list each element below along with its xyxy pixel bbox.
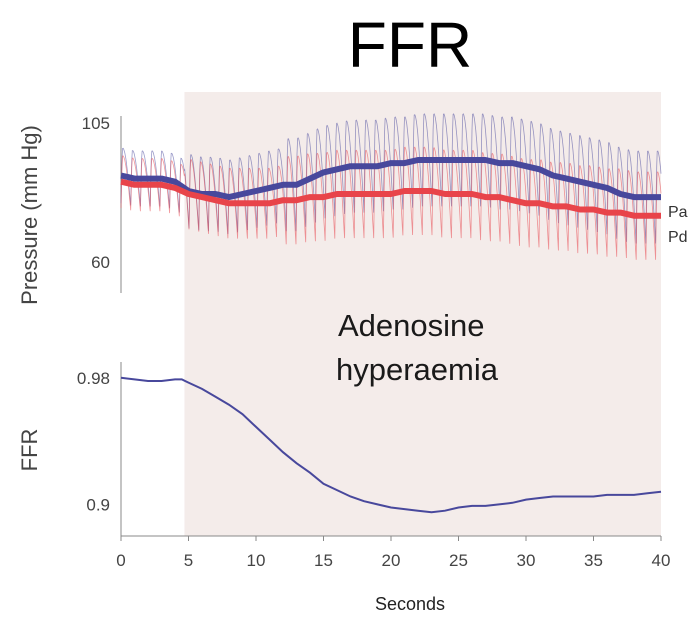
series-line-ffr [120,376,662,514]
series-label-pd: Pd [668,229,688,246]
pulsatile-trace-pa [120,113,662,244]
x-tick-7: 35 [584,551,603,570]
pulsatile-pressure-traces [120,113,662,260]
series-label-pa: Pa [668,204,688,221]
ffr-series [120,376,662,514]
annotation-hyperaemia: hyperaemia [336,352,499,387]
ffr-y-label: FFR [17,429,42,472]
pressure-y-tick-1: 105 [82,114,110,133]
pulsatile-trace-pd [120,146,662,260]
x-tick-6: 30 [517,551,536,570]
ffr-y-tick-1: 0.98 [77,369,110,388]
x-tick-0: 0 [116,551,125,570]
annotation-adenosine: Adenosine [338,308,485,343]
ffr-y-ticks: 0.9 0.98 [77,369,110,515]
pressure-y-tick-0: 60 [91,253,110,272]
x-tick-1: 5 [184,551,193,570]
x-tick-3: 15 [314,551,333,570]
x-tick-4: 20 [382,551,401,570]
pressure-series [120,157,662,219]
ffr-y-tick-0: 0.9 [86,495,110,514]
x-tick-5: 25 [449,551,468,570]
x-tick-8: 40 [652,551,671,570]
chart-title: FFR [347,9,473,81]
pressure-y-label: Pressure (mm Hg) [17,125,42,305]
x-ticks: 0 5 10 15 20 25 30 35 40 [116,536,670,570]
pressure-y-ticks: 60 105 [82,114,110,272]
x-axis-label: Seconds [375,594,445,614]
x-tick-2: 10 [247,551,266,570]
